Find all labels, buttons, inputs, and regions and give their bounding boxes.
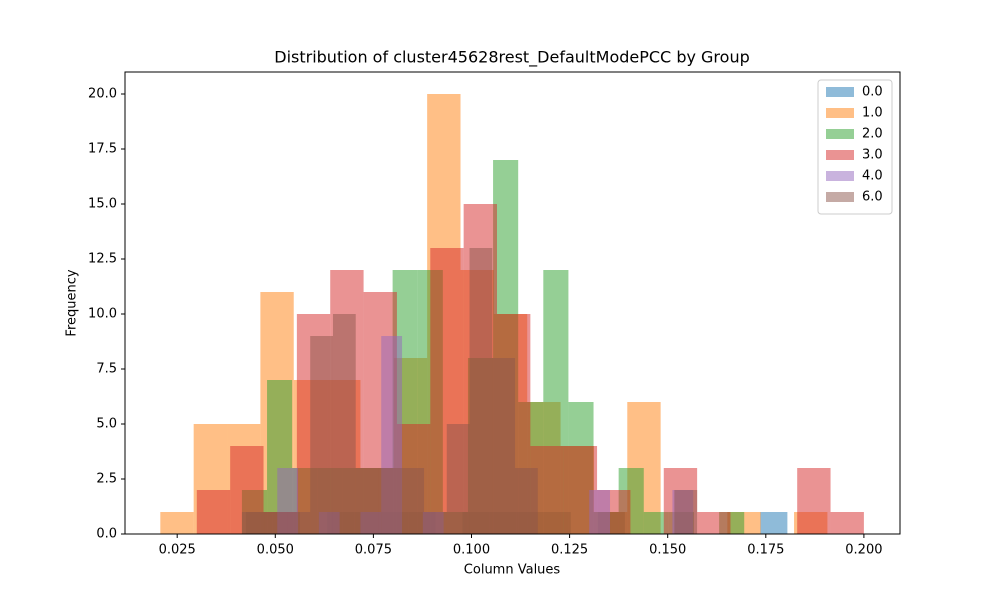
- legend-label: 6.0: [862, 190, 883, 205]
- legend-swatch: [826, 150, 854, 160]
- legend-swatch: [826, 192, 854, 202]
- y-tick-label: 7.5: [96, 362, 117, 377]
- legend-swatch: [826, 87, 854, 97]
- histogram-bar: [332, 314, 356, 534]
- y-tick-label: 2.5: [96, 472, 117, 487]
- chart-title: Distribution of cluster45628rest_Default…: [274, 48, 749, 68]
- y-tick-label: 5.0: [96, 417, 117, 432]
- x-tick-label: 0.050: [257, 543, 294, 558]
- histogram-bar: [424, 512, 447, 534]
- y-tick-label: 17.5: [88, 142, 117, 157]
- histogram-bar: [760, 512, 788, 534]
- x-tick-label: 0.175: [747, 543, 784, 558]
- histogram-bar: [697, 512, 731, 534]
- legend-swatch: [826, 171, 854, 181]
- histogram-bar: [378, 468, 402, 534]
- y-tick-label: 15.0: [88, 197, 117, 212]
- legend-swatch: [826, 129, 854, 139]
- x-tick-label: 0.125: [551, 543, 588, 558]
- histogram-bar: [589, 490, 611, 534]
- legend-label: 2.0: [862, 127, 883, 142]
- histogram-bar: [797, 468, 831, 534]
- x-axis-label: Column Values: [464, 563, 561, 578]
- histogram-bar: [160, 512, 194, 534]
- y-tick-label: 10.0: [88, 307, 117, 322]
- y-axis-label: Frequency: [65, 269, 80, 336]
- legend-label: 0.0: [862, 85, 883, 100]
- histogram-bar: [241, 512, 265, 534]
- x-tick-label: 0.150: [649, 543, 686, 558]
- histogram-bar: [643, 512, 669, 534]
- legend-label: 4.0: [862, 169, 883, 184]
- x-tick-label: 0.025: [159, 543, 196, 558]
- histogram-bar: [264, 512, 288, 534]
- x-tick-label: 0.075: [355, 543, 392, 558]
- x-tick-label: 0.100: [453, 543, 490, 558]
- histogram-bar: [310, 336, 333, 534]
- histogram-bar: [469, 248, 493, 534]
- histogram-bar: [515, 468, 538, 534]
- histogram-bar: [196, 490, 231, 534]
- legend-label: 1.0: [862, 106, 883, 121]
- plot-frame: [124, 71, 901, 535]
- histogram-bar: [287, 512, 311, 534]
- legend-label: 3.0: [862, 148, 883, 163]
- histogram-bar: [674, 490, 698, 534]
- y-tick-label: 0.0: [96, 527, 117, 542]
- histogram-bar: [492, 358, 516, 534]
- histogram-bar: [830, 512, 864, 534]
- histogram-bar: [355, 468, 379, 534]
- y-tick-label: 12.5: [88, 252, 117, 267]
- histogram-bar: [446, 424, 470, 534]
- y-tick-label: 20.0: [88, 87, 117, 102]
- legend-swatch: [826, 108, 854, 118]
- x-tick-label: 0.200: [845, 543, 882, 558]
- histogram-bar: [401, 468, 425, 534]
